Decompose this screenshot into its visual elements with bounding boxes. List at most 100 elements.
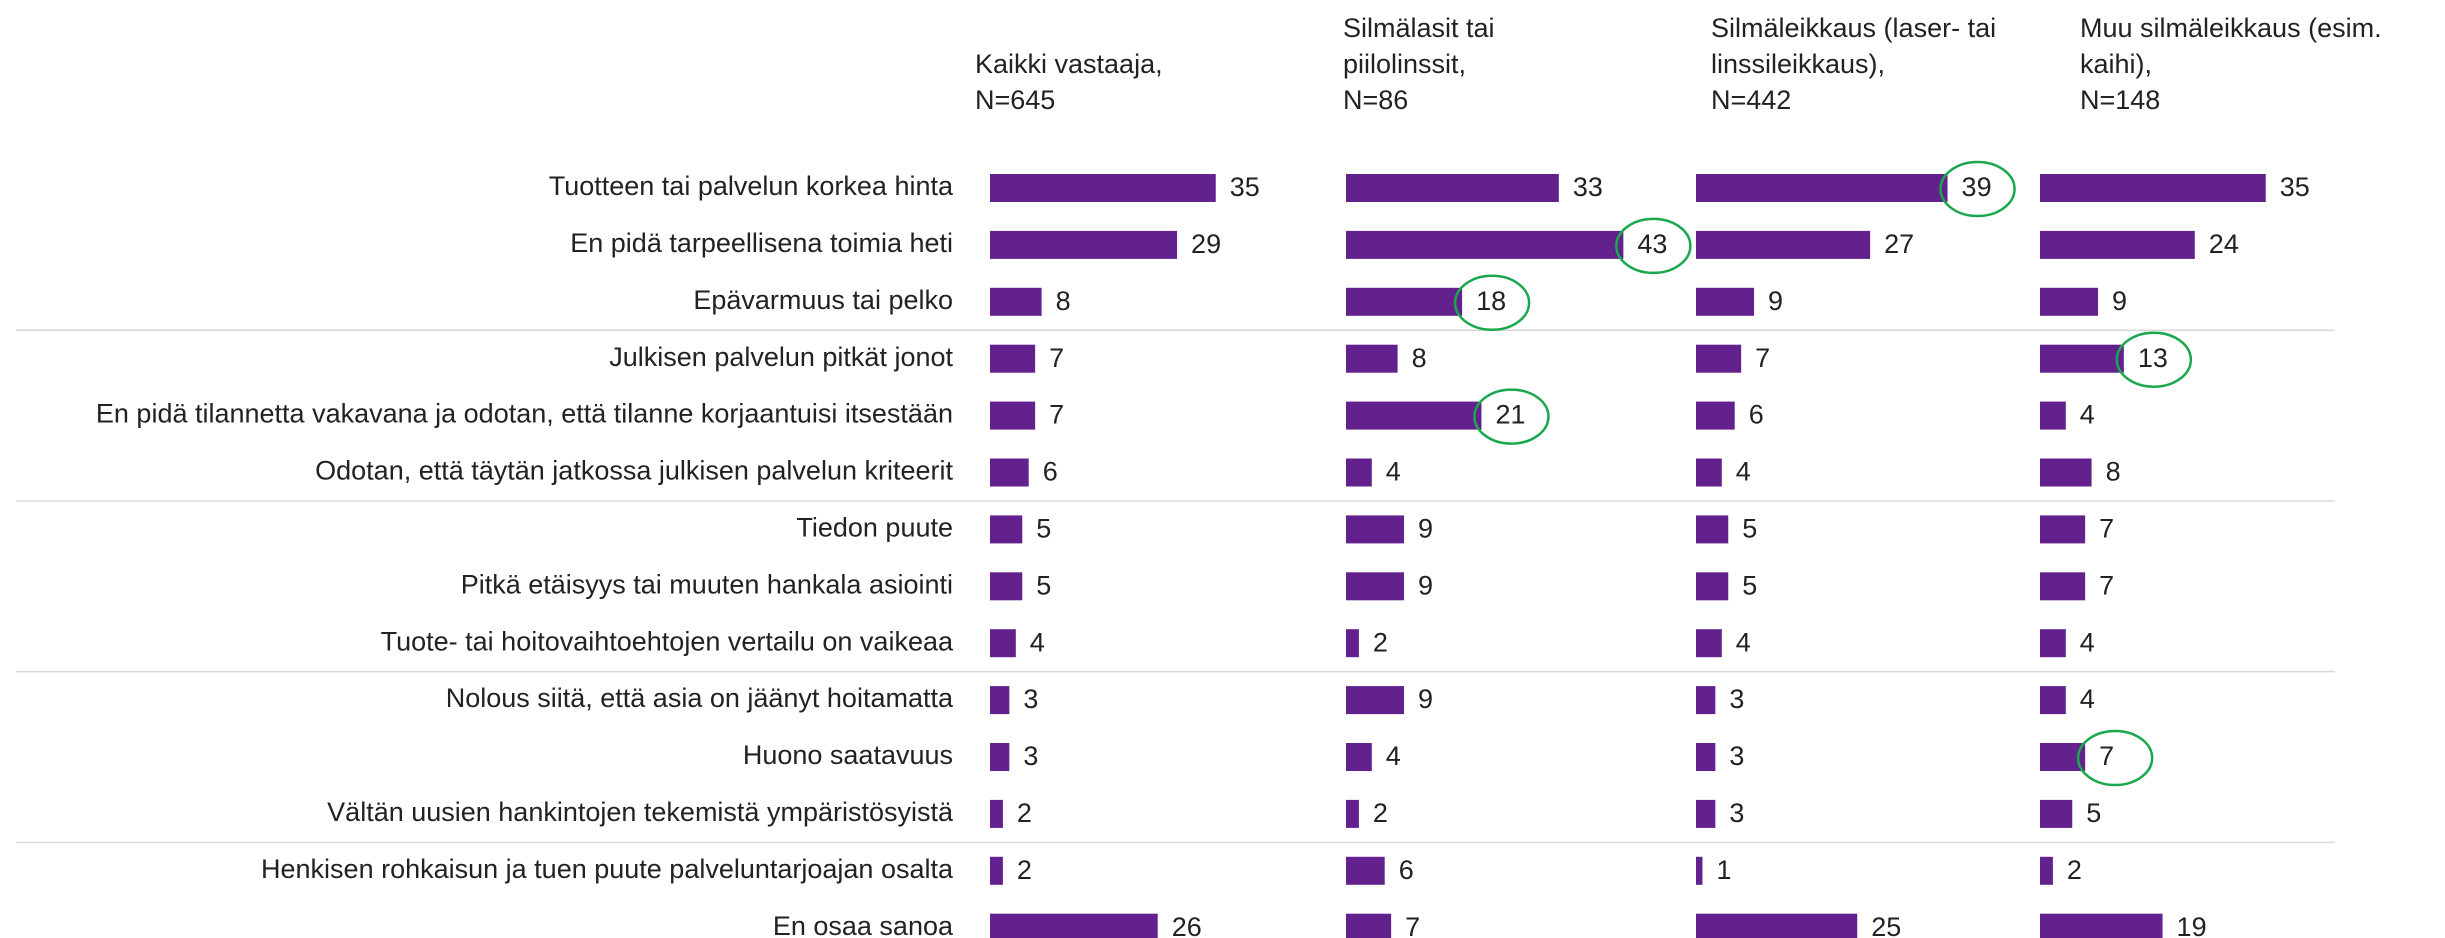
- bar: [990, 287, 1042, 316]
- value-label: 7: [2099, 514, 2114, 544]
- value-label: 13: [2138, 343, 2168, 373]
- highlight-circle: [1473, 388, 1550, 445]
- value-label: 3: [1729, 741, 1744, 771]
- bar: [990, 174, 1216, 202]
- category-label: Epävarmuus tai pelko: [693, 285, 953, 315]
- bar: [1696, 401, 1735, 430]
- value-label: 7: [1049, 400, 1064, 430]
- bar: [1346, 629, 1359, 658]
- bar: [2040, 913, 2163, 938]
- value-label: 2: [1017, 798, 1032, 828]
- bar: [990, 799, 1003, 828]
- bar: [2040, 174, 2266, 202]
- bar: [1346, 174, 1559, 202]
- value-label: 8: [2106, 457, 2121, 487]
- bar: [2040, 629, 2066, 658]
- bar: [990, 230, 1178, 259]
- value-label: 4: [1736, 627, 1751, 657]
- bar: [2040, 401, 2066, 430]
- bar: [990, 458, 1029, 487]
- value-label: 21: [1495, 400, 1525, 430]
- highlight-circle: [1939, 160, 2016, 218]
- value-label: 7: [2099, 741, 2114, 771]
- value-label: 3: [1729, 798, 1744, 828]
- category-label: Pitkä etäisyys tai muuten hankala asioin…: [461, 569, 953, 599]
- bar: [1696, 743, 1716, 771]
- panel-header: Silmälasit tai piilolinssit, N=86: [1343, 13, 1495, 115]
- bar: [2040, 287, 2099, 316]
- value-label: 8: [1412, 343, 1427, 373]
- value-label: 4: [2080, 627, 2095, 657]
- bar: [2040, 344, 2124, 373]
- bar: [1346, 799, 1359, 828]
- category-label: Tiedon puute: [796, 513, 953, 543]
- value-label: 9: [1768, 286, 1783, 316]
- bar: [2040, 230, 2195, 259]
- bar: [1346, 572, 1405, 601]
- value-label: 6: [1749, 400, 1764, 430]
- value-label: 7: [1755, 343, 1770, 373]
- bar: [990, 743, 1010, 771]
- bar: [990, 515, 1023, 544]
- value-label: 5: [1742, 514, 1757, 544]
- value-label: 3: [1023, 741, 1038, 771]
- category-label: Odotan, että täytän jatkossa julkisen pa…: [315, 456, 953, 486]
- bar: [1696, 515, 1729, 544]
- value-label: 8: [1056, 286, 1071, 316]
- value-label: 35: [2280, 172, 2310, 202]
- value-label: 4: [1030, 627, 1045, 657]
- value-label: 9: [1418, 570, 1433, 600]
- bar: [1346, 287, 1463, 316]
- value-label: 4: [2080, 684, 2095, 714]
- bar: [2040, 799, 2073, 828]
- value-label: 7: [1405, 912, 1420, 938]
- bar: [2040, 458, 2092, 487]
- value-label: 43: [1637, 229, 1667, 259]
- value-label: 19: [2177, 912, 2207, 938]
- panel-header: Kaikki vastaaja, N=645: [975, 49, 1163, 115]
- category-label: Vältän uusien hankintojen tekemistä ympä…: [327, 797, 954, 827]
- value-label: 3: [1023, 684, 1038, 714]
- bar: [1696, 344, 1742, 373]
- category-label: Julkisen palvelun pitkät jonot: [609, 342, 953, 372]
- value-label: 3: [1729, 684, 1744, 714]
- value-label: 9: [2112, 286, 2127, 316]
- bar: [1346, 230, 1624, 259]
- bar: [990, 913, 1158, 938]
- category-label: Nolous siitä, että asia on jäänyt hoitam…: [446, 683, 954, 713]
- value-label: 35: [1230, 172, 1260, 202]
- bar: [990, 856, 1003, 885]
- bar: [990, 401, 1036, 430]
- value-label: 2: [1373, 627, 1388, 657]
- bar: [1346, 515, 1405, 544]
- panel-header: Muu silmäleikkaus (esim. kaihi), N=148: [2080, 13, 2382, 115]
- value-label: 4: [2080, 400, 2095, 430]
- bar: [1346, 401, 1482, 430]
- category-label: Henkisen rohkaisun ja tuen puute palvelu…: [261, 854, 954, 884]
- value-label: 9: [1418, 684, 1433, 714]
- bar: [2040, 572, 2086, 601]
- bar: [1696, 799, 1716, 828]
- bar: [990, 686, 1010, 715]
- bar: [1696, 458, 1722, 487]
- value-label: 25: [1871, 912, 1901, 938]
- value-label: 26: [1172, 912, 1202, 938]
- bar: [1346, 856, 1385, 885]
- bar: [1696, 174, 1948, 202]
- value-label: 6: [1399, 855, 1414, 885]
- value-label: 33: [1573, 172, 1603, 202]
- value-label: 2: [2067, 855, 2082, 885]
- value-label: 5: [2086, 798, 2101, 828]
- category-label: Tuotteen tai palvelun korkea hinta: [549, 171, 954, 201]
- bar: [1696, 686, 1716, 715]
- category-label: En pidä tarpeellisena toimia heti: [570, 228, 953, 258]
- panel-header: Silmäleikkaus (laser- tai linssileikkaus…: [1711, 13, 1997, 115]
- bar: [1346, 743, 1372, 771]
- value-label: 1: [1716, 855, 1731, 885]
- bar: [1346, 344, 1398, 373]
- bar: [990, 572, 1023, 601]
- value-label: 9: [1418, 514, 1433, 544]
- bar: [1696, 913, 1858, 938]
- bar: [2040, 686, 2066, 715]
